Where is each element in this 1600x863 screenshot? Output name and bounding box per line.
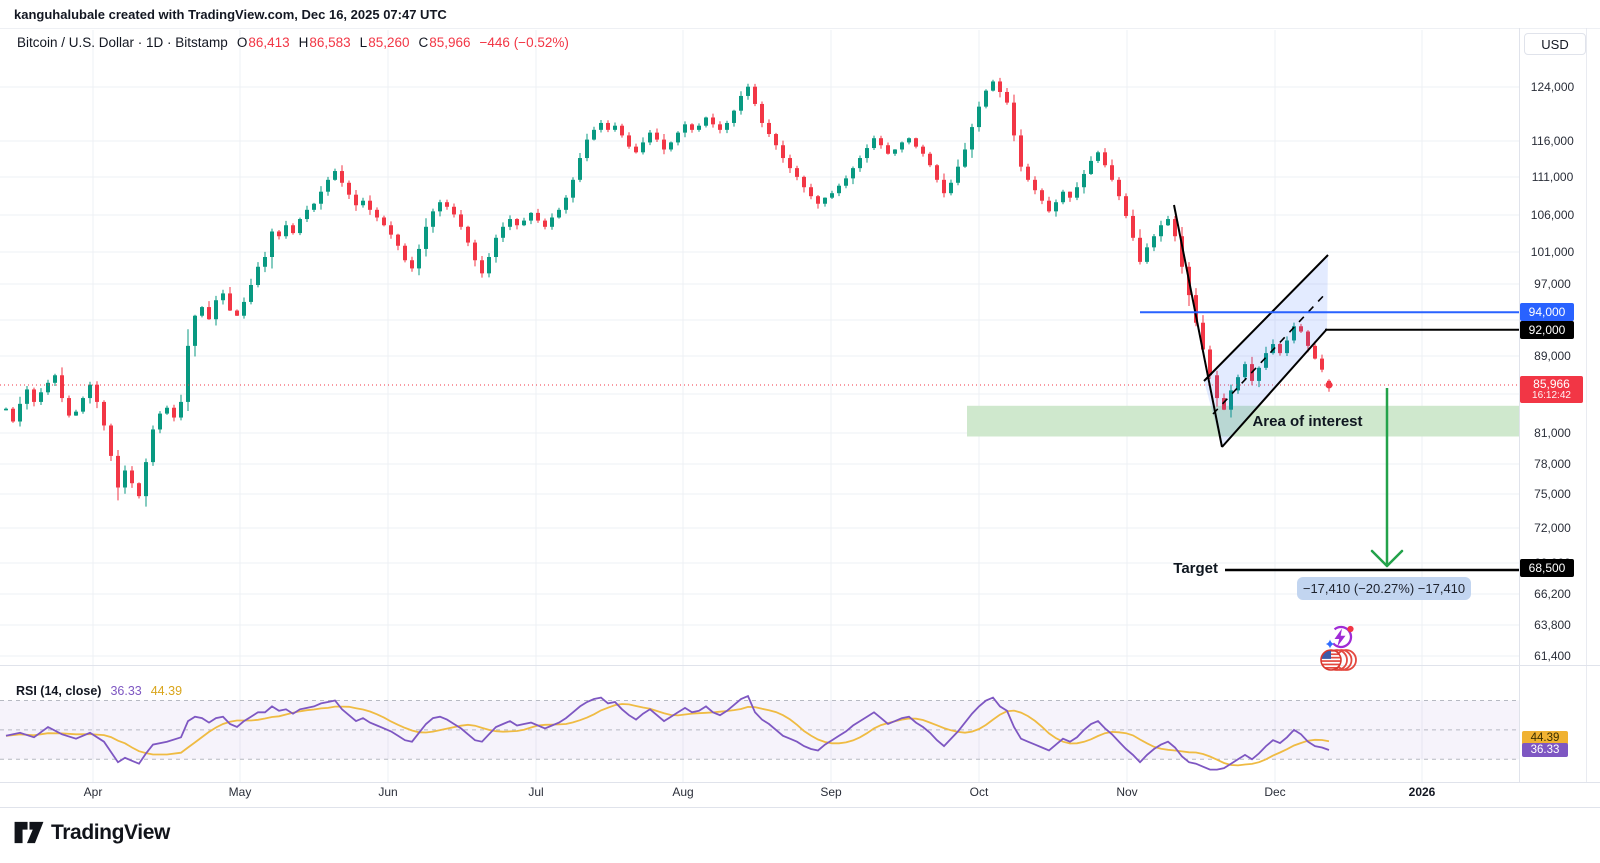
tradingview-logo-icon [14, 821, 44, 844]
price-axis-label: 89,000 [1534, 349, 1571, 363]
time-axis-divider [0, 782, 1600, 783]
rsi-ma-value: 44.39 [150, 684, 183, 698]
currency-unit-button[interactable]: USD [1524, 33, 1586, 55]
change-value: −446 (−0.52%) [479, 35, 569, 50]
resistance-price-badge[interactable]: 94,000 [1520, 303, 1574, 321]
bar-countdown: 16:12:42 [1532, 389, 1571, 401]
time-axis-label: Sep [820, 785, 842, 799]
channel-fill [1204, 255, 1328, 447]
area-of-interest-band[interactable] [967, 405, 1519, 437]
channel-upper-line [1203, 254, 1329, 382]
time-axis-label: Jun [378, 785, 398, 799]
time-axis-label: Apr [83, 785, 103, 799]
tradingview-logo-text: TradingView [51, 820, 170, 844]
price-axis-label: 111,000 [1531, 170, 1574, 184]
price-axis-label: 101,000 [1530, 245, 1575, 259]
price-axis-label: 106,000 [1530, 208, 1575, 222]
pane-divider [0, 665, 1600, 666]
price-axis-label: 72,000 [1534, 521, 1571, 535]
rsi-pane [0, 694, 1519, 771]
arrow-head [1370, 549, 1404, 568]
target-label[interactable]: Target [1173, 560, 1218, 577]
breakdown-price-badge[interactable]: 92,000 [1520, 321, 1574, 339]
last-price-dot [1325, 381, 1333, 389]
grid-lines [0, 30, 1519, 782]
ohlc-low: L 85,260 [359, 35, 410, 50]
area-of-interest-label[interactable]: Area of interest [1252, 413, 1363, 430]
price-axis-label: 66,200 [1534, 587, 1571, 601]
downtrend-line [1173, 204, 1223, 448]
price-axis-label: 78,000 [1534, 457, 1571, 471]
candlestick-series [4, 77, 1331, 507]
axis-right-border [1586, 28, 1587, 782]
rsi-value-badge: 36.33 [1522, 743, 1568, 757]
usa-flag-sticker-icon[interactable] [1320, 648, 1357, 677]
target-price-badge[interactable]: 68,500 [1520, 559, 1574, 577]
price-axis-label: 63,800 [1534, 618, 1571, 632]
symbol-title: Bitcoin / U.S. Dollar · 1D · Bitstamp [17, 35, 228, 50]
ohlc-close: C 85,966 [418, 35, 471, 50]
rsi-legend[interactable]: RSI (14, close) 36.33 44.39 [16, 684, 182, 698]
tradingview-logo[interactable]: TradingView [14, 820, 170, 845]
bottom-border [0, 807, 1600, 808]
time-axis-label: Dec [1264, 785, 1286, 799]
drawings[interactable] [0, 204, 1519, 572]
rsi-line [5, 694, 1330, 771]
last-price-badge: 85,966 16:12:42 [1520, 376, 1583, 403]
time-axis-label: Nov [1116, 785, 1138, 799]
rsi-ma-badge: 44.39 [1522, 731, 1568, 745]
price-axis-label: 81,000 [1534, 426, 1571, 440]
price-axis-label: 116,000 [1531, 134, 1574, 148]
price-axis-label: 97,000 [1534, 277, 1571, 291]
ohlc-high: H 86,583 [298, 35, 351, 50]
ohlc-open: O 86,413 [236, 35, 290, 50]
price-axis-label: 75,000 [1534, 487, 1571, 501]
header-divider [0, 28, 1600, 29]
rsi-current-value: 36.33 [110, 684, 142, 698]
attribution-text: kanguhalubale created with TradingView.c… [14, 7, 447, 22]
price-axis-label: 124,000 [1530, 80, 1575, 94]
time-axis-label: 2026 [1408, 785, 1436, 799]
flash-sticker-icon[interactable] [1325, 624, 1355, 659]
time-axis-label: Oct [969, 785, 989, 799]
price-axis-divider [1519, 28, 1520, 782]
price-axis-label: 61,400 [1534, 649, 1571, 663]
channel-lower-line [1221, 328, 1328, 448]
time-axis-label: Jul [528, 785, 544, 799]
time-axis-label: Aug [672, 785, 694, 799]
rsi-ma-line [5, 703, 1330, 767]
measured-move-label[interactable]: −17,410 (−20.27%) −17,410 [1297, 577, 1471, 600]
time-axis-label: May [228, 785, 252, 799]
rsi-legend-title: RSI (14, close) [16, 684, 102, 698]
